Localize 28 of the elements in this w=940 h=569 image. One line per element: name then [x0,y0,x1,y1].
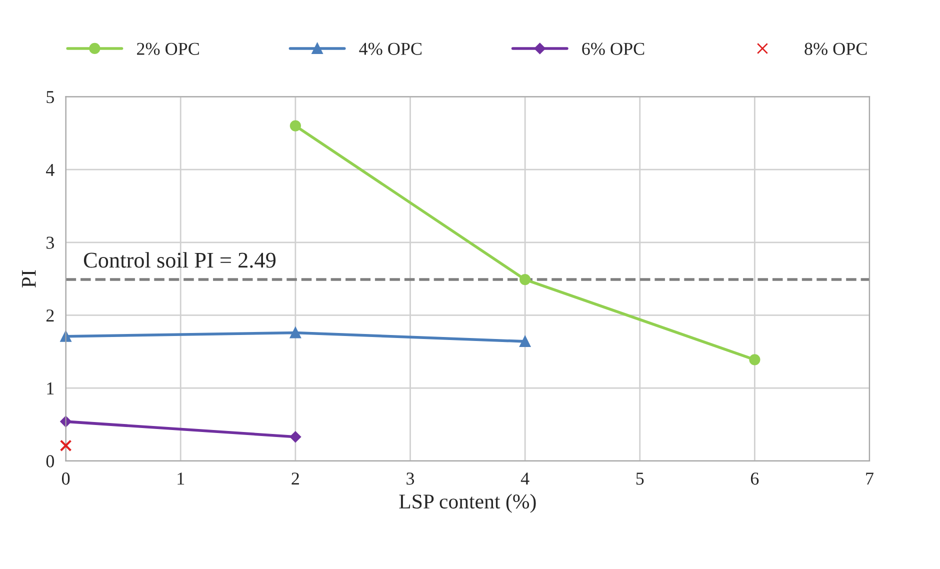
point [60,440,72,452]
x-tick-label: 6 [750,472,759,485]
x-tick-label: 0 [62,472,70,485]
x-tick-label: 3 [406,472,414,485]
point [290,120,301,132]
legend-label: 2% OPC [137,42,199,56]
point [749,354,760,366]
ref-line-label: Control soil PI = 2.49 [84,252,276,268]
y-tick-label: 4 [46,164,54,176]
x-tick-label: 7 [866,472,874,485]
legend-label: 8% OPC [804,42,867,56]
x-tick-label: 2 [292,472,299,485]
y-tick-label: 2 [46,310,54,322]
y-axis-title: PI [22,270,36,288]
y-tick-label: 1 [47,382,54,394]
x-tick-label: 4 [520,472,530,485]
point [290,327,301,338]
y-tick-label: 5 [46,91,54,104]
point [520,336,531,347]
x-axis-title: LSP content (%) [399,494,536,513]
point [290,431,302,442]
x-tick-label: 1 [178,472,184,485]
legend-label: 4% OPC [359,42,422,56]
x-tick-label: 5 [636,472,644,485]
point [520,274,531,286]
y-tick-label: 3 [46,236,54,249]
y-tick-label: 0 [46,455,54,468]
legend-label: 6% OPC [582,42,644,56]
